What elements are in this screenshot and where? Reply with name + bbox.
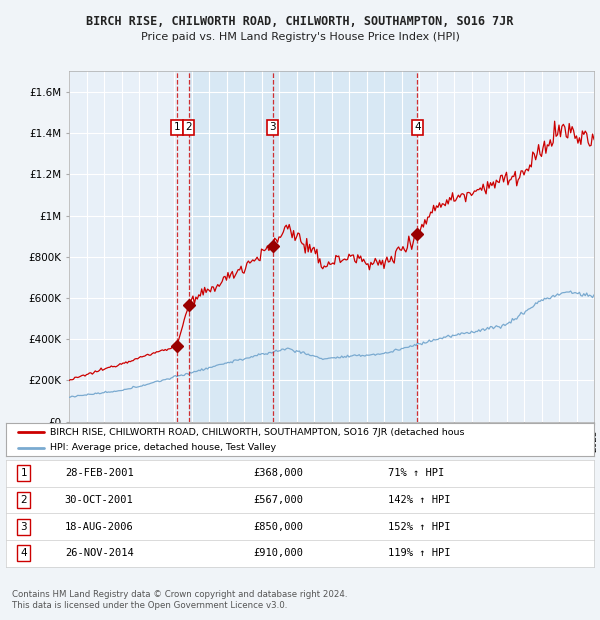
Text: 142% ↑ HPI: 142% ↑ HPI: [388, 495, 451, 505]
Text: 3: 3: [20, 521, 27, 532]
Text: Contains HM Land Registry data © Crown copyright and database right 2024.
This d: Contains HM Land Registry data © Crown c…: [12, 590, 347, 609]
Text: 4: 4: [20, 548, 27, 559]
Text: Price paid vs. HM Land Registry's House Price Index (HPI): Price paid vs. HM Land Registry's House …: [140, 32, 460, 42]
Text: BIRCH RISE, CHILWORTH ROAD, CHILWORTH, SOUTHAMPTON, SO16 7JR (detached hous: BIRCH RISE, CHILWORTH ROAD, CHILWORTH, S…: [50, 428, 464, 437]
Text: £368,000: £368,000: [253, 468, 303, 479]
Text: £910,000: £910,000: [253, 548, 303, 559]
Text: 119% ↑ HPI: 119% ↑ HPI: [388, 548, 451, 559]
Text: 26-NOV-2014: 26-NOV-2014: [65, 548, 134, 559]
Text: 2: 2: [20, 495, 27, 505]
Text: 1: 1: [173, 122, 180, 132]
Text: £567,000: £567,000: [253, 495, 303, 505]
Text: £850,000: £850,000: [253, 521, 303, 532]
Text: 4: 4: [414, 122, 421, 132]
Text: 28-FEB-2001: 28-FEB-2001: [65, 468, 134, 479]
Text: 152% ↑ HPI: 152% ↑ HPI: [388, 521, 451, 532]
Bar: [188, 71, 418, 422]
Text: 30-OCT-2001: 30-OCT-2001: [65, 495, 134, 505]
Text: 71% ↑ HPI: 71% ↑ HPI: [388, 468, 445, 479]
Text: HPI: Average price, detached house, Test Valley: HPI: Average price, detached house, Test…: [50, 443, 276, 452]
Text: 3: 3: [269, 122, 276, 132]
Text: 18-AUG-2006: 18-AUG-2006: [65, 521, 134, 532]
Text: 2: 2: [185, 122, 192, 132]
Text: BIRCH RISE, CHILWORTH ROAD, CHILWORTH, SOUTHAMPTON, SO16 7JR: BIRCH RISE, CHILWORTH ROAD, CHILWORTH, S…: [86, 16, 514, 28]
Text: 1: 1: [20, 468, 27, 479]
